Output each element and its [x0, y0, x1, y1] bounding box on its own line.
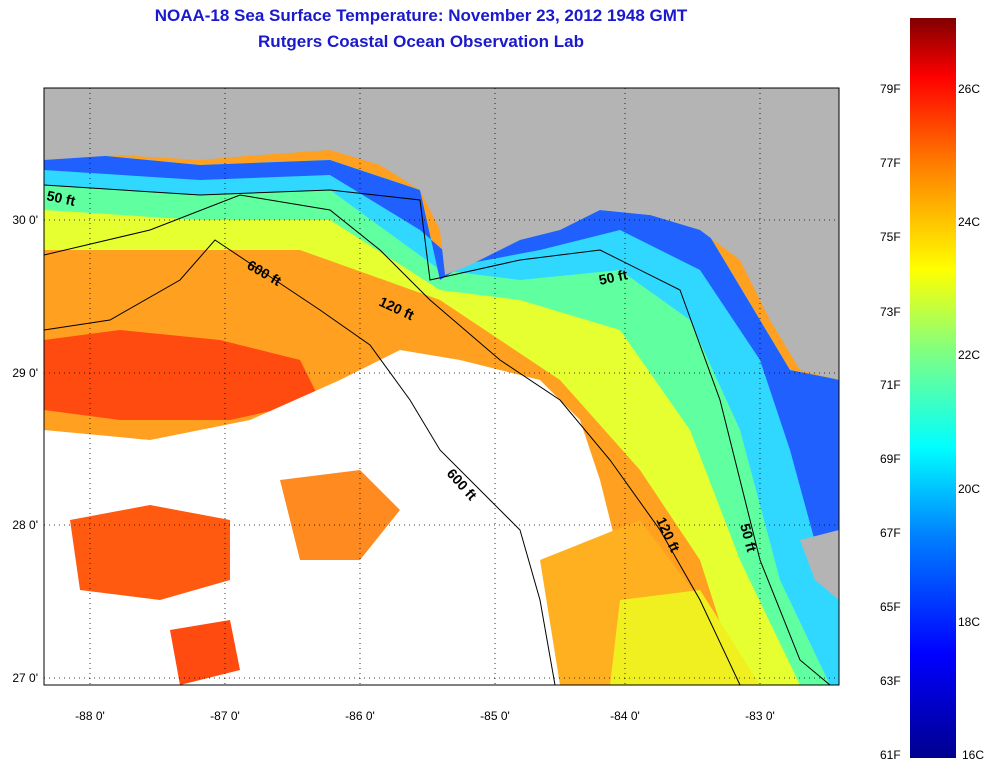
colorbar-f-label: 75F	[880, 230, 901, 244]
contour-50ft	[44, 184, 831, 685]
temperature-colorbar	[910, 18, 956, 758]
colorbar-c-label: 20C	[958, 482, 981, 496]
lon-tick: -87 0'	[210, 709, 240, 723]
lon-tick: -86 0'	[345, 709, 375, 723]
contour-120ft	[44, 194, 741, 685]
contour-label: 50 ft	[45, 187, 77, 209]
contour-label: 50 ft	[737, 522, 760, 554]
map-subtitle: Rutgers Coastal Ocean Observation Lab	[258, 32, 584, 51]
colorbar-f-label: 63F	[880, 674, 901, 688]
lat-tick: 27 0'	[12, 671, 38, 685]
colorbar-c-label: 22C	[958, 348, 981, 362]
colorbar-f-label: 67F	[880, 526, 901, 540]
colorbar-c-label: 16C	[962, 748, 985, 762]
colorbar-c-label: 24C	[958, 215, 981, 229]
lat-tick: 28 0'	[12, 518, 38, 532]
colorbar-f-label: 71F	[880, 378, 901, 392]
colorbar-f-label: 73F	[880, 305, 901, 319]
lon-tick: -84 0'	[610, 709, 640, 723]
colorbar-f-label: 77F	[880, 156, 901, 170]
map-title: NOAA-18 Sea Surface Temperature: Novembe…	[154, 6, 688, 25]
orange-patch	[280, 470, 400, 560]
cyan-band	[44, 150, 839, 685]
contour-600ft	[44, 239, 556, 685]
lon-tick: -85 0'	[480, 709, 510, 723]
map-frame	[43, 87, 840, 686]
lat-tick: 29 0'	[12, 366, 38, 380]
land-mass	[800, 530, 839, 600]
red-patch	[70, 505, 230, 600]
lon-tick: -83 0'	[745, 709, 775, 723]
colorbar-f-label: 65F	[880, 600, 901, 614]
sst-field	[44, 88, 839, 685]
lon-tick: -88 0'	[75, 709, 105, 723]
land-mass	[44, 88, 839, 380]
colorbar-f-label: 69F	[880, 452, 901, 466]
red-patch	[44, 330, 320, 420]
colorbar-f-label: 79F	[880, 82, 901, 96]
yellow-patch	[610, 590, 760, 685]
red-patch	[170, 620, 240, 685]
lat-tick: 30 0'	[12, 213, 38, 227]
colorbar-f-label: 61F	[880, 748, 901, 762]
colorbar-c-label: 18C	[958, 615, 981, 629]
colorbar-c-label: 26C	[958, 82, 981, 96]
contour-label: 50 ft	[597, 266, 629, 288]
